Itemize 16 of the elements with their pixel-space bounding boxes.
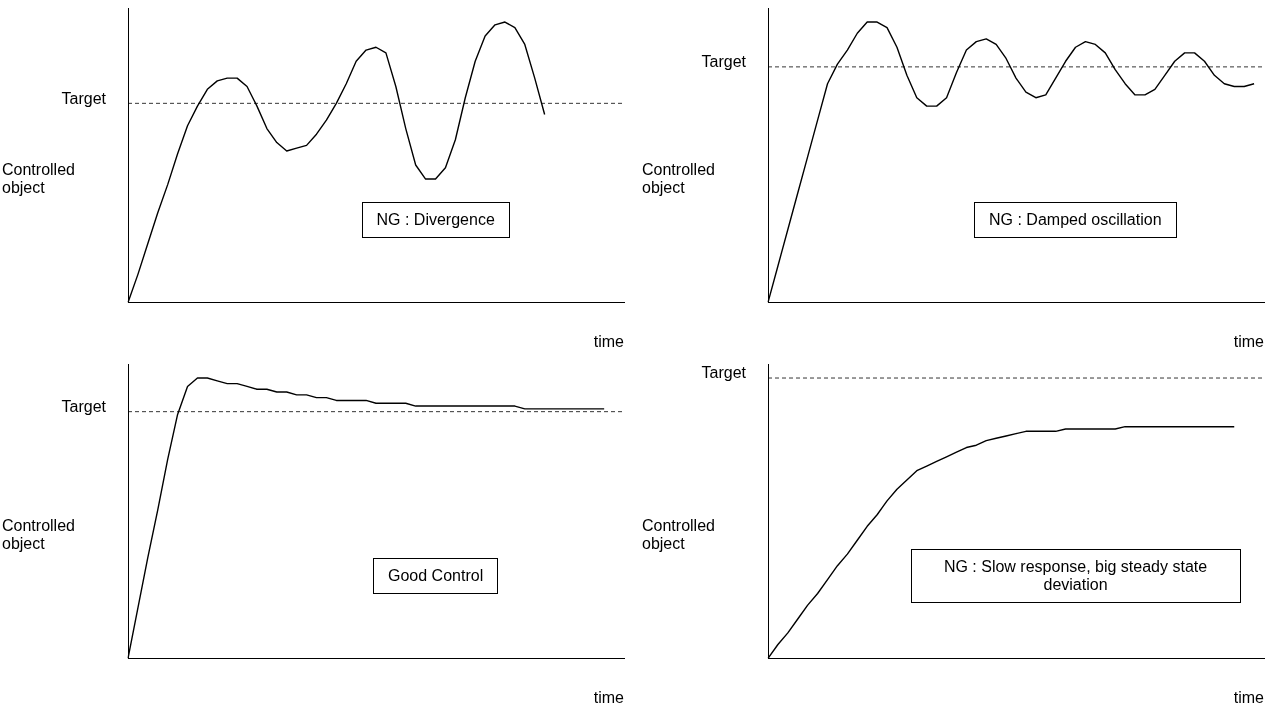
y-axis-title: Controlled object <box>2 517 76 554</box>
ref-line-label: Target <box>701 364 747 382</box>
ref-line-label: Target <box>61 89 107 107</box>
x-axis-title: time <box>1233 688 1265 706</box>
annotation: Good Control <box>373 557 499 594</box>
ref-line-label: Target <box>701 53 747 71</box>
x-axis-title: time <box>1233 332 1265 350</box>
annotation: NG : Damped oscillation <box>974 201 1177 238</box>
annotation: NG : Slow response, big steady state deviation <box>910 548 1241 603</box>
annotation: NG : Divergence <box>361 201 510 238</box>
x-axis-title: time <box>593 688 625 706</box>
y-axis-title: Controlled object <box>642 161 716 198</box>
x-axis-title: time <box>593 332 625 350</box>
ref-line-label: Target <box>61 398 107 416</box>
y-axis-title: Controlled object <box>2 161 76 198</box>
y-axis-title: Controlled object <box>642 517 716 554</box>
